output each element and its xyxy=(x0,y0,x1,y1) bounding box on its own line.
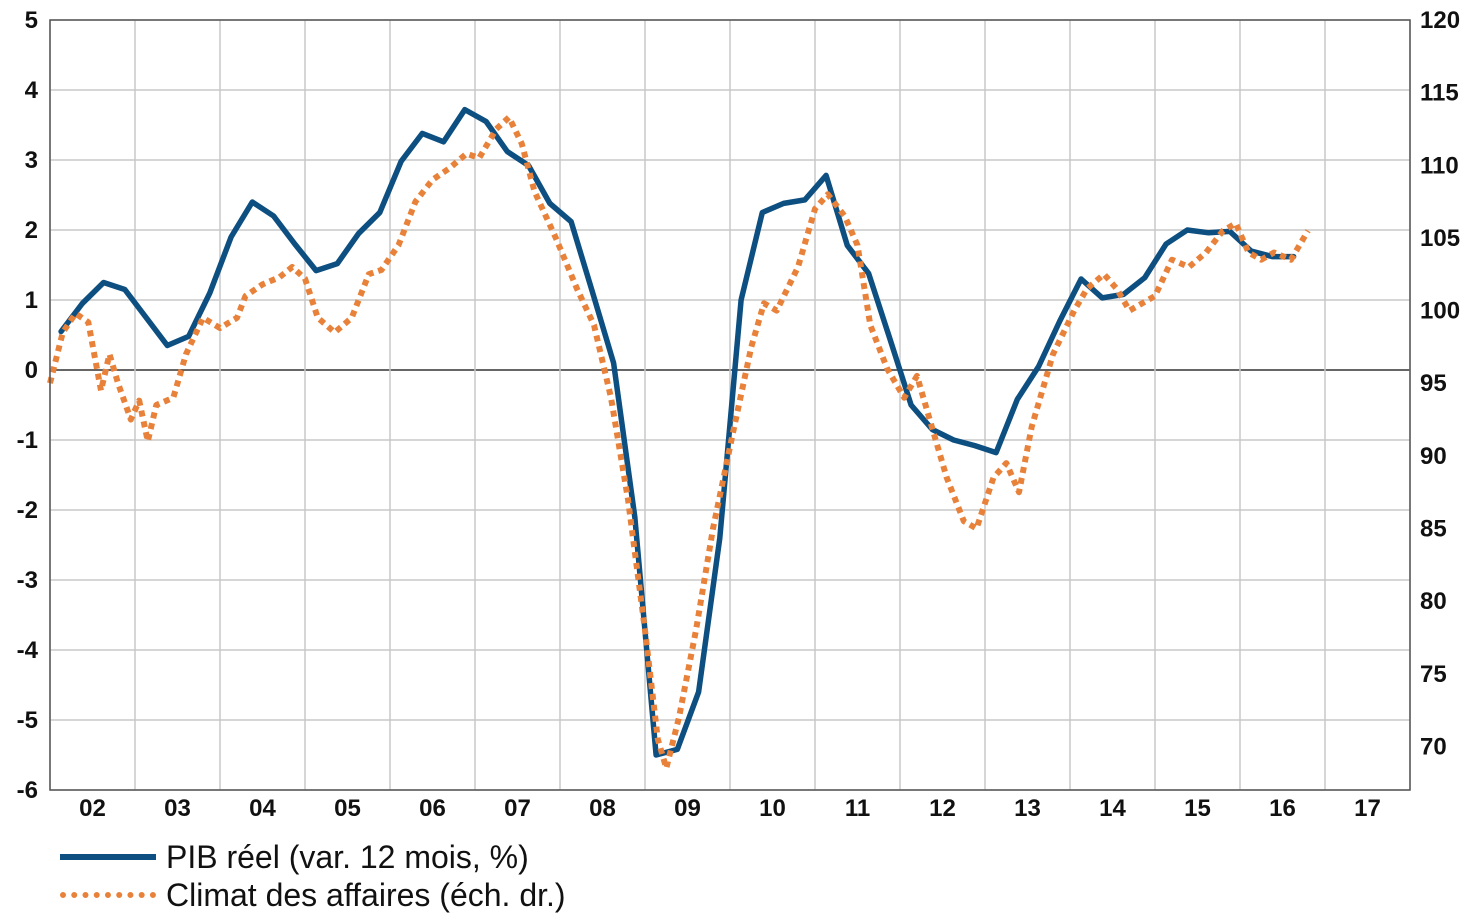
left-tick-label: 0 xyxy=(25,357,38,384)
left-tick-label: -6 xyxy=(17,777,38,804)
x-axis: 02 03 04 05 06 07 08 09 10 11 12 13 14 15 16 17 xyxy=(79,795,1381,822)
x-tick-label: 14 xyxy=(1099,795,1126,822)
left-tick-label: -2 xyxy=(17,497,38,524)
x-tick-label: 08 xyxy=(589,795,616,822)
x-tick-label: 09 xyxy=(674,795,701,822)
right-tick-label: 80 xyxy=(1420,588,1447,615)
right-tick-label: 85 xyxy=(1420,515,1447,542)
x-tick-label: 07 xyxy=(504,795,531,822)
right-tick-label: 95 xyxy=(1420,370,1447,397)
right-tick-label: 115 xyxy=(1420,80,1459,107)
x-tick-label: 04 xyxy=(249,795,276,822)
right-tick-label: 120 xyxy=(1420,7,1460,34)
x-tick-label: 11 xyxy=(845,795,870,822)
legend-swatch-solid xyxy=(60,854,156,860)
x-tick-label: 10 xyxy=(759,795,786,822)
left-tick-label: 3 xyxy=(25,147,38,174)
x-tick-label: 17 xyxy=(1354,795,1381,822)
right-tick-label: 100 xyxy=(1420,298,1460,325)
plot-frame xyxy=(49,19,1411,791)
x-tick-label: 15 xyxy=(1184,795,1211,822)
legend-label-climat: Climat des affaires (éch. dr.) xyxy=(166,876,566,913)
right-tick-label: 105 xyxy=(1420,225,1460,252)
left-tick-label: 2 xyxy=(25,217,38,244)
x-tick-label: 06 xyxy=(419,795,446,822)
x-tick-label: 16 xyxy=(1269,795,1296,822)
legend: PIB réel (var. 12 mois, %) Climat des af… xyxy=(60,838,566,914)
left-tick-label: 5 xyxy=(25,7,38,34)
left-tick-label: -5 xyxy=(17,707,38,734)
legend-label-pib: PIB réel (var. 12 mois, %) xyxy=(166,838,529,875)
legend-item-pib: PIB réel (var. 12 mois, %) xyxy=(60,838,566,876)
left-tick-label: -4 xyxy=(17,637,39,664)
left-axis: 5 4 3 2 1 0 -1 -2 -3 -4 -5 -6 xyxy=(17,7,39,804)
series-lines xyxy=(47,106,1311,772)
x-tick-label: 12 xyxy=(929,795,956,822)
legend-swatch-dotted xyxy=(60,892,156,898)
x-tick-label: 05 xyxy=(334,795,361,822)
right-tick-label: 70 xyxy=(1420,733,1447,760)
right-tick-label: 75 xyxy=(1420,661,1447,688)
left-tick-label: 4 xyxy=(25,77,39,104)
left-tick-label: 1 xyxy=(25,287,38,314)
legend-item-climat: Climat des affaires (éch. dr.) xyxy=(60,876,566,914)
x-tick-label: 13 xyxy=(1014,795,1041,822)
left-tick-label: -3 xyxy=(17,567,38,594)
series-line-climat xyxy=(47,114,1311,772)
x-tick-label: 02 xyxy=(79,795,106,822)
right-tick-label: 110 xyxy=(1420,152,1459,179)
left-tick-label: -1 xyxy=(17,427,38,454)
right-tick-label: 90 xyxy=(1420,443,1447,470)
x-tick-label: 03 xyxy=(164,795,191,822)
right-axis: 120 115 110 105 100 95 90 85 80 75 70 xyxy=(1420,7,1460,760)
